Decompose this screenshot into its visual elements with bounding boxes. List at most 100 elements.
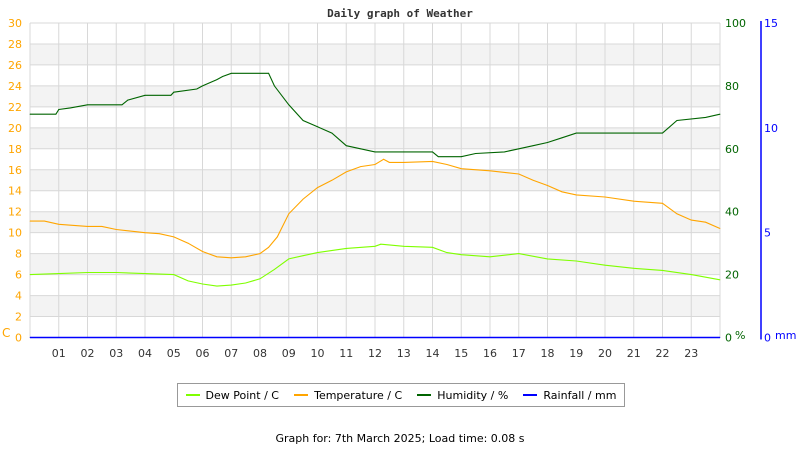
data-point (547, 258, 548, 260)
data-point (43, 220, 45, 222)
x-tick-label: 06 (196, 347, 210, 360)
humidity-tick-label: 60 (725, 143, 739, 156)
data-point (58, 223, 60, 225)
data-point (432, 246, 433, 248)
data-point (273, 268, 275, 270)
data-point (196, 88, 198, 90)
data-point (216, 285, 218, 287)
data-point (575, 194, 577, 196)
data-point (719, 228, 721, 229)
humidity-tick-label: 40 (725, 206, 739, 219)
left-tick-label: 12 (8, 206, 22, 219)
data-point (288, 104, 290, 106)
x-tick-label: 16 (483, 347, 497, 360)
x-tick-label: 02 (81, 347, 95, 360)
data-point (173, 236, 175, 238)
legend-item-dew-point: Dew Point / C (185, 389, 279, 402)
x-tick-label: 20 (598, 347, 612, 360)
rainfall-tick-label: 5 (764, 227, 771, 240)
data-point (222, 76, 224, 77)
humidity-axis-ticks: 0 20 40 60 80 100 (725, 17, 746, 345)
data-point (676, 213, 678, 215)
data-point (432, 151, 433, 153)
left-tick-label: 18 (8, 143, 22, 156)
data-point (532, 145, 534, 147)
data-point (288, 213, 290, 215)
left-tick-label: 26 (8, 59, 22, 72)
data-point (561, 137, 563, 139)
data-point (115, 272, 117, 273)
left-tick-label: 6 (15, 269, 22, 282)
humidity-tick-label: 0 (725, 332, 732, 345)
x-tick-label: 03 (109, 347, 123, 360)
data-point (345, 145, 347, 147)
data-point (503, 151, 505, 153)
left-tick-label: 14 (8, 185, 22, 198)
series-line-dew (29, 243, 721, 287)
data-point (662, 132, 663, 134)
left-tick-label: 10 (8, 227, 22, 240)
data-point (719, 337, 721, 338)
data-point (144, 94, 146, 96)
rainfall-axis-ticks: 0 5 10 15 (760, 17, 778, 345)
data-point (29, 113, 31, 115)
data-point (273, 85, 275, 87)
data-point (158, 233, 160, 235)
legend-label: Temperature / C (314, 388, 403, 402)
legend-item-humidity: Humidity / % (417, 389, 508, 402)
left-tick-label: 30 (8, 17, 22, 30)
data-point (302, 120, 304, 121)
x-tick-label: 08 (253, 347, 267, 360)
x-tick-label: 07 (224, 347, 238, 360)
x-tick-label: 23 (684, 347, 698, 360)
x-tick-label: 19 (569, 347, 583, 360)
data-point (268, 72, 270, 74)
x-tick-label: 17 (512, 347, 526, 360)
data-point (302, 198, 304, 200)
chart-title: Daily graph of Weather (327, 7, 473, 20)
data-point (604, 196, 606, 198)
data-point (547, 185, 548, 186)
series-lines (29, 72, 721, 339)
data-point (403, 245, 405, 247)
data-point (87, 225, 88, 227)
data-point (276, 236, 278, 238)
data-point (446, 164, 448, 165)
data-point (245, 256, 247, 258)
data-point (705, 116, 707, 118)
data-point (518, 173, 520, 175)
data-point (69, 107, 71, 109)
data-point (518, 253, 520, 255)
data-point (403, 151, 405, 153)
legend-item-temperature: Temperature / C (294, 389, 402, 402)
left-tick-label: 20 (8, 122, 22, 135)
data-point (58, 273, 60, 274)
legend-swatch (185, 394, 200, 396)
data-point (317, 126, 318, 128)
data-point (187, 242, 189, 244)
x-axis-ticks: 01 02 03 04 05 06 07 08 09 10 11 12 13 14 15 16 17 18 19 20… (52, 347, 699, 360)
data-point (170, 94, 172, 96)
x-tick-label: 11 (339, 347, 353, 360)
data-point (245, 282, 247, 284)
data-point (719, 113, 721, 115)
data-point (460, 156, 462, 158)
data-point (87, 272, 88, 273)
data-point (58, 109, 60, 110)
data-point (288, 258, 290, 260)
left-tick-label: 0 (15, 332, 22, 345)
data-point (121, 104, 123, 106)
x-tick-label: 12 (368, 347, 382, 360)
rainfall-axis-label: mm (775, 329, 796, 342)
legend-label: Humidity / % (437, 388, 509, 402)
data-point (432, 160, 433, 162)
data-point (633, 267, 635, 269)
x-tick-label: 22 (656, 347, 670, 360)
legend-item-rainfall: Rainfall / mm (523, 389, 616, 402)
data-point (532, 179, 534, 181)
rainfall-tick-label: 0 (764, 332, 771, 345)
humidity-tick-label: 100 (725, 17, 746, 30)
data-point (690, 219, 692, 221)
data-point (446, 252, 448, 253)
x-tick-label: 13 (397, 347, 411, 360)
